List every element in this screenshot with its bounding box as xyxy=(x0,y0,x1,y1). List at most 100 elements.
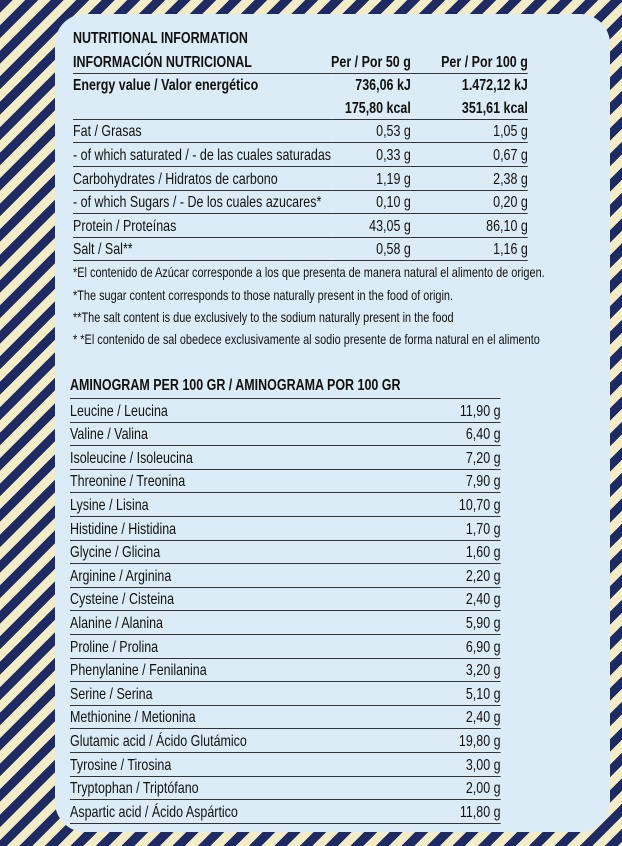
notes: *El contenido de Azúcar corresponde a lo… xyxy=(73,261,545,350)
row-label: Serine / Serina xyxy=(70,681,402,706)
row-label: Glutamic acid / Ácido Glutámico xyxy=(70,728,402,753)
cell: 3,20 g xyxy=(401,658,501,683)
cell: 0,67 g xyxy=(410,142,528,167)
row-label: Tryptophan / Triptófano xyxy=(70,776,402,801)
nutrient-row: - of which saturated / - de las cuales s… xyxy=(73,142,528,167)
row-label: Protein / Proteínas xyxy=(73,213,332,238)
cell: 1,16 g xyxy=(410,237,528,262)
note: * *El contenido de sal obedece exclusiva… xyxy=(73,331,540,348)
subtitle: INFORMACIÓN NUTRICIONAL xyxy=(73,50,332,74)
cell: 10,70 g xyxy=(401,492,501,517)
nutrition-section: NUTRITIONAL INFORMATION INFORMACIÓN NUTR… xyxy=(73,28,545,351)
cell: 1,05 g xyxy=(410,119,528,144)
note: *El contenido de Azúcar corresponde a lo… xyxy=(73,264,545,281)
cell: 2,40 g xyxy=(401,705,501,730)
amino-row: Arginine / Arginina 2,20 g xyxy=(70,563,501,588)
cell: 175,80 kcal xyxy=(331,96,411,120)
row-label: Phenylanine / Fenilanina xyxy=(70,658,402,683)
cell: 5,90 g xyxy=(401,610,501,635)
note: **The salt content is due exclusively to… xyxy=(73,308,454,325)
row-label: Carbohydrates / Hidratos de carbono xyxy=(73,166,332,191)
amino-row: Serine / Serina 5,10 g xyxy=(70,681,501,706)
row-label: Histidine / Histidina xyxy=(70,516,402,541)
row-label: Isoleucine / Isoleucina xyxy=(70,445,402,470)
cell: 6,90 g xyxy=(401,634,501,659)
nutrient-row: Salt / Sal** 0,58 g 1,16 g xyxy=(73,237,528,262)
row-label: Energy value / Valor energético xyxy=(73,77,259,95)
cell: 2,40 g xyxy=(401,587,501,612)
cell: 11,80 g xyxy=(401,799,501,824)
amino-row: Proline / Prolina 6,90 g xyxy=(70,634,501,659)
nutrition-table: INFORMACIÓN NUTRICIONAL Per / Por 50 g P… xyxy=(73,50,528,262)
row-label: Methionine / Metionina xyxy=(70,705,402,730)
cell: 7,20 g xyxy=(401,445,501,470)
cell: 0,58 g xyxy=(331,237,411,262)
row-label: Aspartic acid / Ácido Aspártico xyxy=(70,799,402,824)
aminogram-section: AMINOGRAM PER 100 GR / AMINOGRAMA POR 10… xyxy=(70,374,501,824)
cell: 1.472,12 kJ xyxy=(461,77,528,95)
amino-row: Threonine / Treonina 7,90 g xyxy=(70,469,501,494)
aminogram-title: AMINOGRAM PER 100 GR / AMINOGRAMA POR 10… xyxy=(70,377,401,394)
cell: 1,70 g xyxy=(401,516,501,541)
cell: 2,38 g xyxy=(410,166,528,191)
cell: 2,00 g xyxy=(401,776,501,801)
energy-row: Energy value / Valor energético 736,06 k… xyxy=(73,73,528,96)
cell: 3,00 g xyxy=(401,752,501,777)
row-label: Salt / Sal** xyxy=(73,237,332,262)
cell: 0,20 g xyxy=(410,190,528,215)
row-label: Alanine / Alanina xyxy=(70,610,402,635)
cell: 2,20 g xyxy=(401,563,501,588)
aminogram-table: Leucine / Leucina 11,90 g Valine / Valina 6… xyxy=(70,398,501,824)
nutrient-row: Carbohydrates / Hidratos de carbono 1,19 … xyxy=(73,166,528,191)
col-header: Per / Por 50 g xyxy=(331,50,411,74)
cell: 11,90 g xyxy=(401,398,501,423)
energy-row: 175,80 kcal 351,61 kcal xyxy=(73,96,528,120)
row-label: - of which saturated / - de las cuales s… xyxy=(73,142,332,167)
cell: 7,90 g xyxy=(401,469,501,494)
amino-row: Aspartic acid / Ácido Aspártico 11,80 g xyxy=(70,799,501,824)
row-label: Leucine / Leucina xyxy=(70,398,402,423)
nutrient-row: Protein / Proteínas 43,05 g 86,10 g xyxy=(73,213,528,238)
row-label: Fat / Grasas xyxy=(73,119,332,144)
nutrient-row: - of which Sugars / - De los cuales azuc… xyxy=(73,190,528,215)
row-label: Lysine / Lisina xyxy=(70,492,402,517)
amino-row: Glycine / Glicina 1,60 g xyxy=(70,540,501,565)
amino-row: Tryptophan / Triptófano 2,00 g xyxy=(70,776,501,801)
cell: 1,19 g xyxy=(331,166,411,191)
cell: 351,61 kcal xyxy=(410,96,528,120)
col-header: Per / Por 100 g xyxy=(410,50,528,74)
row-label: Threonine / Treonina xyxy=(70,469,402,494)
cell: 0,53 g xyxy=(331,119,411,144)
amino-row: Cysteine / Cisteina 2,40 g xyxy=(70,587,501,612)
amino-row: Methionine / Metionina 2,40 g xyxy=(70,705,501,730)
header-row: INFORMACIÓN NUTRICIONAL Per / Por 50 g P… xyxy=(73,50,528,74)
amino-row: Alanine / Alanina 5,90 g xyxy=(70,610,501,635)
amino-row: Leucine / Leucina 11,90 g xyxy=(70,398,501,423)
amino-row: Isoleucine / Isoleucina 7,20 g xyxy=(70,445,501,470)
title: NUTRITIONAL INFORMATION xyxy=(73,30,248,47)
row-label: - of which Sugars / - De los cuales azuc… xyxy=(73,190,332,215)
row-label: Tyrosine / Tirosina xyxy=(70,752,402,777)
amino-row: Glutamic acid / Ácido Glutámico 19,80 g xyxy=(70,728,501,753)
row-label: Glycine / Glicina xyxy=(70,540,402,565)
cell: 6,40 g xyxy=(401,422,501,447)
row-label: Proline / Prolina xyxy=(70,634,402,659)
cell: 1,60 g xyxy=(401,540,501,565)
nutrient-row: Fat / Grasas 0,53 g 1,05 g xyxy=(73,119,528,144)
row-label: Cysteine / Cisteina xyxy=(70,587,402,612)
amino-row: Phenylanine / Fenilanina 3,20 g xyxy=(70,658,501,683)
cell: 5,10 g xyxy=(401,681,501,706)
note: *The sugar content corresponds to those … xyxy=(73,286,454,303)
cell: 736,06 kJ xyxy=(355,77,411,95)
cell: 19,80 g xyxy=(401,728,501,753)
cell: 0,10 g xyxy=(331,190,411,215)
amino-row: Lysine / Lisina 10,70 g xyxy=(70,492,501,517)
amino-row: Valine / Valina 6,40 g xyxy=(70,422,501,447)
cell: 43,05 g xyxy=(331,213,411,238)
amino-row: Histidine / Histidina 1,70 g xyxy=(70,516,501,541)
cell: 86,10 g xyxy=(410,213,528,238)
row-label: Valine / Valina xyxy=(70,422,402,447)
row-label: Arginine / Arginina xyxy=(70,563,402,588)
cell: 0,33 g xyxy=(331,142,411,167)
